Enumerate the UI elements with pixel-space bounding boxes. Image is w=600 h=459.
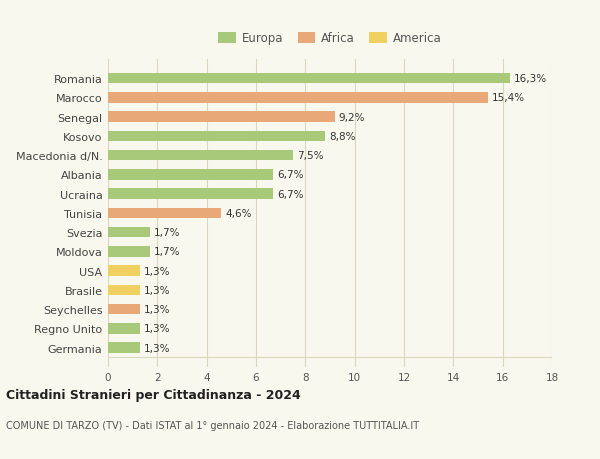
Text: 1,3%: 1,3%	[144, 304, 170, 314]
Bar	[108, 112, 335, 123]
Bar	[108, 227, 150, 238]
Text: 1,7%: 1,7%	[154, 247, 180, 257]
Text: 1,3%: 1,3%	[144, 343, 170, 353]
Bar	[108, 304, 140, 315]
Text: 1,7%: 1,7%	[154, 228, 180, 238]
Text: 9,2%: 9,2%	[338, 112, 365, 123]
Text: 1,3%: 1,3%	[144, 285, 170, 295]
Text: Cittadini Stranieri per Cittadinanza - 2024: Cittadini Stranieri per Cittadinanza - 2…	[6, 388, 301, 401]
Legend: Europa, Africa, America: Europa, Africa, America	[216, 30, 444, 48]
Bar	[108, 285, 140, 296]
Bar	[108, 324, 140, 334]
Bar	[108, 343, 140, 353]
Text: 8,8%: 8,8%	[329, 132, 355, 141]
Bar	[108, 170, 273, 180]
Bar	[108, 246, 150, 257]
Bar	[108, 131, 325, 142]
Text: 7,5%: 7,5%	[296, 151, 323, 161]
Bar	[108, 208, 221, 219]
Bar	[108, 151, 293, 161]
Text: 4,6%: 4,6%	[225, 208, 251, 218]
Text: 1,3%: 1,3%	[144, 266, 170, 276]
Text: 15,4%: 15,4%	[491, 93, 524, 103]
Bar	[108, 93, 488, 103]
Text: 1,3%: 1,3%	[144, 324, 170, 334]
Bar	[108, 73, 510, 84]
Text: 6,7%: 6,7%	[277, 189, 304, 199]
Text: 6,7%: 6,7%	[277, 170, 304, 180]
Bar	[108, 189, 273, 200]
Text: 16,3%: 16,3%	[514, 74, 547, 84]
Bar	[108, 266, 140, 276]
Text: COMUNE DI TARZO (TV) - Dati ISTAT al 1° gennaio 2024 - Elaborazione TUTTITALIA.I: COMUNE DI TARZO (TV) - Dati ISTAT al 1° …	[6, 420, 419, 430]
